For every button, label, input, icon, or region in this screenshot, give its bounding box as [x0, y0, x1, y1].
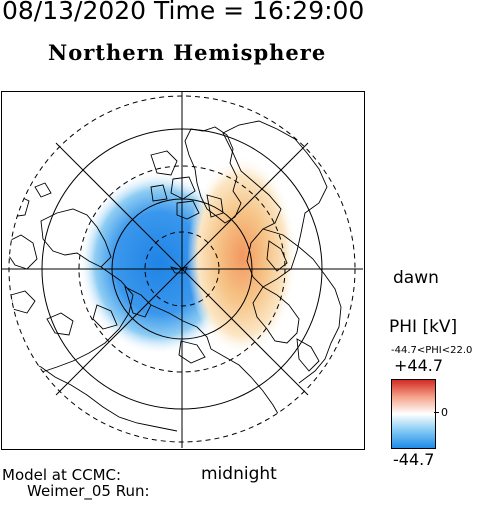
colorbar-min-label: -44.7 — [393, 450, 435, 469]
polar-potential-map — [1, 91, 363, 448]
map-frame — [1, 91, 365, 450]
model-label: Model at CCMC: — [2, 466, 122, 484]
run-label: Weimer_05 Run: — [27, 482, 150, 500]
colorbar — [391, 379, 436, 449]
dawn-label: dawn — [393, 268, 439, 288]
pole-contour — [170, 266, 188, 274]
colorbar-zero-label: 0 — [441, 406, 448, 419]
longitude-lines — [1, 91, 363, 448]
colorbar-zero-tick — [434, 412, 439, 413]
positive-potential-cell — [187, 156, 297, 356]
midnight-label: midnight — [201, 464, 277, 484]
colorbar-range: -44.7<PHI<22.0 — [391, 345, 473, 356]
colorbar-max-label: +44.7 — [394, 356, 444, 375]
hemisphere-title: Northern Hemisphere — [48, 40, 327, 65]
datetime-title: 08/13/2020 Time = 16:29:00 — [2, 0, 365, 25]
potential-cells — [79, 156, 297, 356]
coastlines — [9, 120, 342, 442]
colorbar-title: PHI [kV] — [389, 317, 458, 337]
